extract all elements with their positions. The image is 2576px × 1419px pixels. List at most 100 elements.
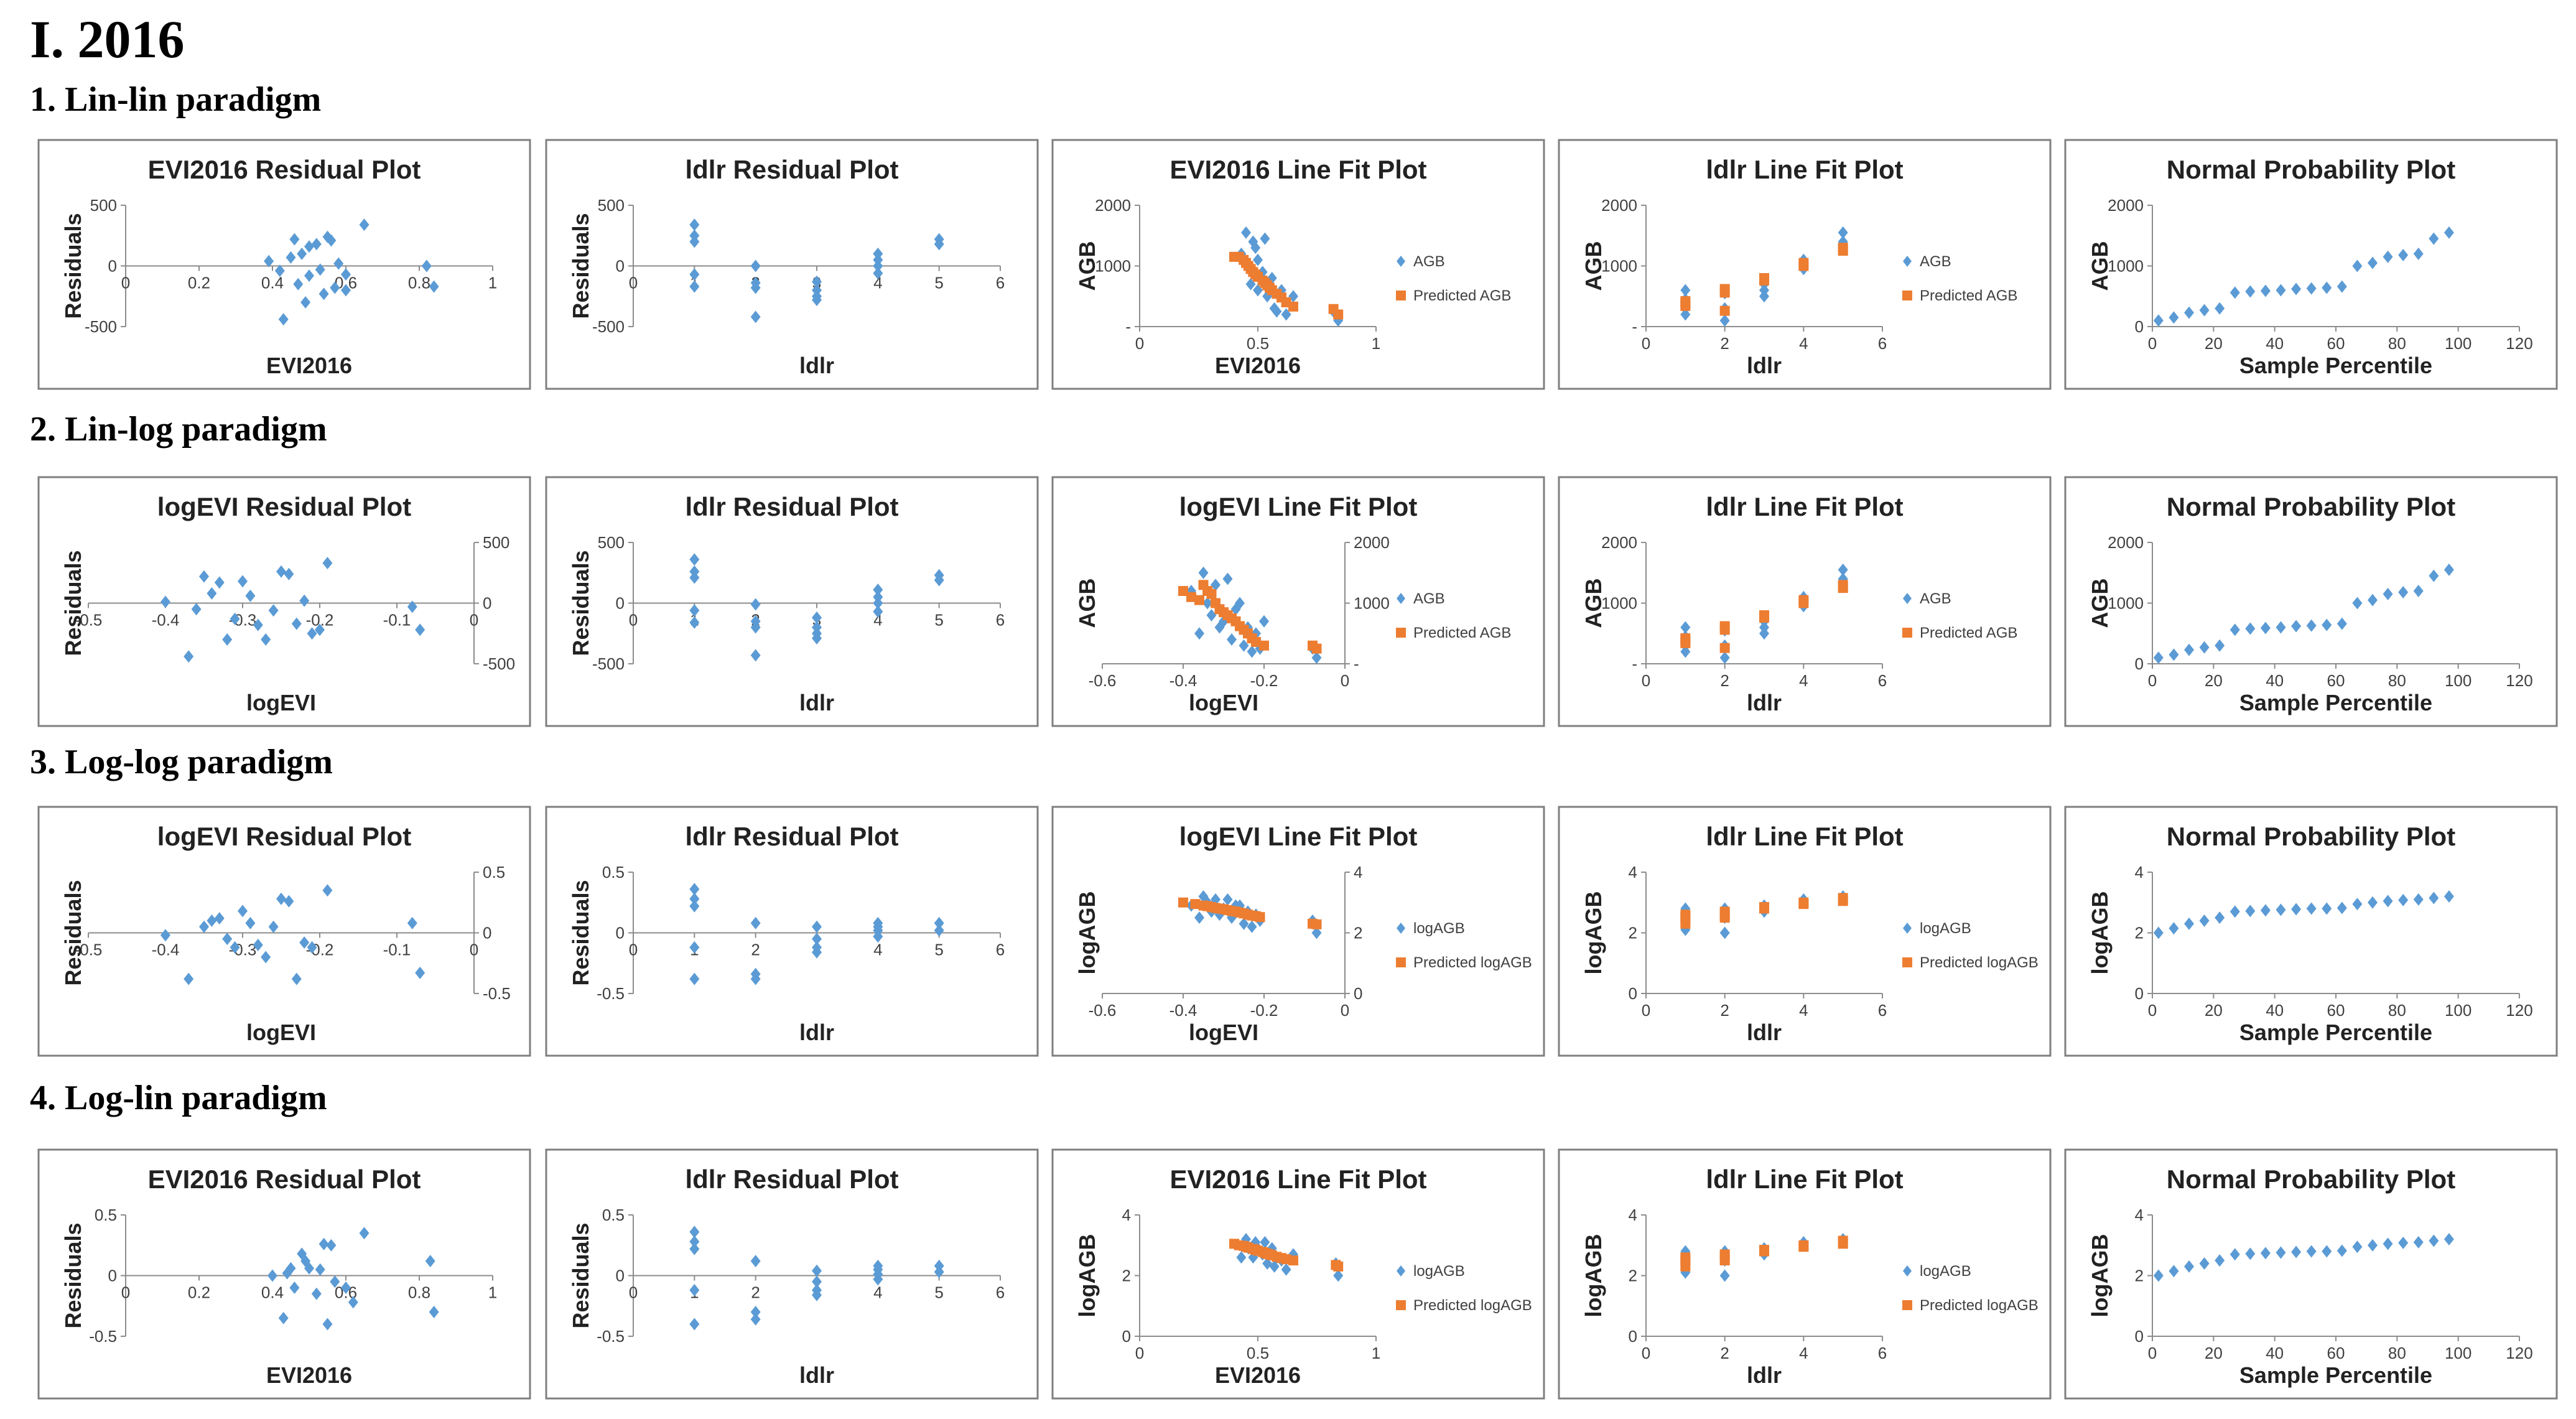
- x-axis-label: logEVI: [246, 690, 316, 715]
- data-point: [284, 895, 294, 908]
- y-axis-label: Residuals: [568, 213, 593, 319]
- data-point: [326, 234, 337, 247]
- x-tick-label: 5: [934, 941, 943, 959]
- x-tick-label: 4: [873, 941, 882, 959]
- data-point: [207, 914, 217, 927]
- x-tick-label: 100: [2445, 334, 2471, 353]
- x-axis-label: Sample Percentile: [2239, 1020, 2432, 1045]
- data-point: [2260, 621, 2271, 635]
- chart-panel-r4c2: ldlr Residual Plot-0.500.50123456ldlrRes…: [545, 1148, 1039, 1400]
- data-point: [2383, 895, 2393, 908]
- data-point: [191, 603, 202, 616]
- data-point: [1250, 241, 1261, 254]
- data-point: [934, 924, 944, 937]
- y-tick-label: 0: [616, 594, 625, 613]
- page-title: I. 2016: [30, 9, 185, 69]
- data-point: [1247, 920, 1257, 933]
- data-point: [2443, 226, 2454, 239]
- data-point: [359, 218, 370, 231]
- x-tick-label: 60: [2327, 671, 2345, 690]
- data-point-predicted: [1255, 912, 1265, 923]
- x-tick-label: 5: [934, 274, 943, 292]
- data-point: [689, 571, 700, 584]
- y-tick-label: -500: [592, 317, 625, 336]
- data-point: [1202, 597, 1212, 610]
- x-tick-label: 80: [2388, 1344, 2406, 1362]
- y-tick-label: 2: [2135, 924, 2144, 942]
- data-point: [245, 916, 256, 929]
- legend-label-observed: logAGB: [1920, 1263, 1971, 1280]
- x-tick-label: 0.4: [261, 1283, 284, 1302]
- legend-label-predicted: Predicted logAGB: [1413, 1297, 1532, 1314]
- data-point: [2276, 1246, 2286, 1259]
- x-tick-label: 4: [1799, 334, 1808, 353]
- data-point: [689, 1242, 700, 1255]
- y-axis-label: Residuals: [60, 880, 86, 985]
- data-point: [812, 946, 822, 959]
- data-point: [230, 612, 240, 625]
- y-tick-label: 2: [1354, 924, 1362, 942]
- data-point: [184, 650, 194, 663]
- x-tick-label: 40: [2266, 1344, 2284, 1362]
- legend-label-observed: logAGB: [1920, 920, 1971, 937]
- data-point: [812, 933, 822, 946]
- data-point: [689, 972, 700, 985]
- data-point: [300, 296, 311, 309]
- chart-panel-r1c2: ldlr Residual Plot-50005000123456ldlrRes…: [545, 139, 1039, 390]
- x-tick-label: 6: [1878, 671, 1887, 690]
- data-point: [689, 604, 700, 617]
- x-axis-label: ldlr: [799, 1020, 834, 1045]
- data-point: [873, 267, 883, 280]
- legend-marker-observed: [1397, 593, 1405, 604]
- data-point: [268, 920, 279, 933]
- data-point-predicted: [1838, 583, 1848, 593]
- y-tick-label: 0: [2135, 1327, 2144, 1346]
- x-tick-label: 40: [2266, 671, 2284, 690]
- y-axis-label: Residuals: [60, 1222, 86, 1328]
- data-point-predicted: [1680, 638, 1691, 648]
- x-tick-label: 0: [629, 1283, 638, 1302]
- data-point: [311, 238, 322, 251]
- chart-panel-r1c5: Normal Probability Plot 0 1000 2000 0 20 40 60 8…: [2064, 139, 2558, 390]
- data-point: [812, 1275, 822, 1288]
- data-point: [2169, 1265, 2179, 1278]
- data-point: [322, 1318, 333, 1331]
- x-tick-label: 80: [2388, 671, 2406, 690]
- data-point: [1838, 226, 1848, 239]
- data-point: [2443, 1233, 2454, 1245]
- chart-panel-r4c4: ldlr Line Fit Plot 0 2 4 0 2 4 6 ldlr logAGB logAG…: [1558, 1148, 2052, 1400]
- y-tick-label: 1000: [2108, 594, 2144, 613]
- data-point: [1719, 651, 1730, 664]
- y-tick-label: 0: [2135, 317, 2144, 336]
- y-tick-label: 0: [1629, 1327, 1637, 1346]
- chart-border: [1051, 476, 1545, 727]
- data-point: [291, 972, 302, 985]
- data-point: [1759, 627, 1769, 640]
- data-point-predicted: [1178, 586, 1188, 596]
- legend-label-observed: logAGB: [1413, 1263, 1465, 1280]
- y-tick-label: -: [1632, 654, 1637, 673]
- x-tick-label: 2: [1720, 334, 1729, 353]
- y-tick-label: 4: [1629, 1206, 1637, 1224]
- data-point: [421, 259, 432, 272]
- y-tick-label: 0: [1122, 1327, 1131, 1346]
- data-point: [2368, 256, 2378, 269]
- data-point: [689, 218, 700, 231]
- y-tick-label: 0: [616, 257, 625, 276]
- y-axis-label: logAGB: [1581, 1234, 1606, 1318]
- data-point: [267, 1269, 277, 1282]
- data-point: [2291, 903, 2302, 916]
- x-tick-label: 0: [1341, 1001, 1349, 1020]
- data-point: [307, 941, 317, 954]
- data-point: [1680, 621, 1691, 634]
- data-point: [689, 892, 700, 905]
- data-point: [750, 310, 761, 323]
- data-point: [2199, 304, 2210, 317]
- data-point-predicted: [1719, 1255, 1730, 1266]
- data-point: [222, 633, 233, 646]
- data-point: [415, 623, 425, 636]
- data-point: [1680, 284, 1691, 297]
- x-axis-label: ldlr: [799, 353, 834, 378]
- x-axis-label: ldlr: [799, 690, 834, 715]
- section-title-lin-log: 2. Lin-log paradigm: [30, 410, 327, 449]
